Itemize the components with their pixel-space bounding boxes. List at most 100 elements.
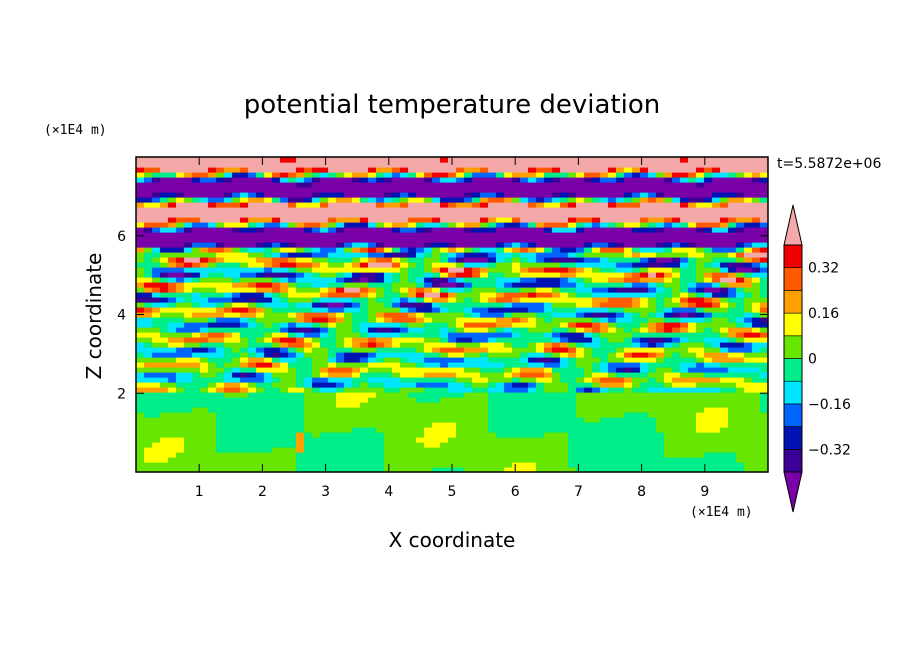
field-cell bbox=[688, 417, 697, 423]
field-cell bbox=[280, 177, 289, 183]
field-cell bbox=[616, 377, 625, 383]
field-cell bbox=[640, 337, 649, 343]
field-cell bbox=[480, 157, 489, 163]
field-cell bbox=[288, 297, 297, 303]
field-cell bbox=[264, 402, 273, 408]
field-cell bbox=[504, 212, 513, 218]
field-cell bbox=[416, 352, 425, 358]
field-cell bbox=[312, 312, 321, 318]
field-cell bbox=[176, 322, 185, 328]
field-cell bbox=[296, 187, 305, 193]
field-cell bbox=[664, 307, 673, 313]
field-cell bbox=[136, 277, 145, 283]
field-cell bbox=[504, 437, 513, 443]
field-cell bbox=[152, 457, 161, 463]
field-cell bbox=[568, 392, 577, 398]
field-cell bbox=[392, 412, 401, 418]
field-cell bbox=[368, 277, 377, 283]
field-cell bbox=[280, 267, 289, 273]
field-cell bbox=[168, 242, 177, 248]
field-cell bbox=[688, 212, 697, 218]
field-cell bbox=[640, 402, 649, 408]
field-cell bbox=[336, 392, 345, 398]
field-cell bbox=[544, 297, 553, 303]
field-cell bbox=[544, 402, 553, 408]
field-cell bbox=[520, 402, 529, 408]
field-cell bbox=[184, 352, 193, 358]
field-cell bbox=[688, 432, 697, 438]
field-cell bbox=[512, 157, 521, 163]
field-cell bbox=[480, 252, 489, 258]
field-cell bbox=[416, 252, 425, 258]
field-cell bbox=[224, 237, 233, 243]
field-cell bbox=[728, 402, 737, 408]
field-cell bbox=[184, 422, 193, 428]
field-cell bbox=[720, 307, 729, 313]
field-cell bbox=[152, 277, 161, 283]
field-cell bbox=[456, 242, 465, 248]
field-cell bbox=[416, 217, 425, 223]
field-cell bbox=[392, 317, 401, 323]
field-cell bbox=[224, 327, 233, 333]
field-cell bbox=[584, 292, 593, 298]
field-cell bbox=[520, 337, 529, 343]
field-cell bbox=[472, 292, 481, 298]
field-cell bbox=[392, 167, 401, 173]
field-cell bbox=[712, 402, 721, 408]
field-cell bbox=[560, 207, 569, 213]
field-cell bbox=[224, 192, 233, 198]
field-cell bbox=[200, 207, 209, 213]
field-cell bbox=[288, 392, 297, 398]
field-cell bbox=[536, 247, 545, 253]
field-cell bbox=[640, 377, 649, 383]
field-cell bbox=[680, 447, 689, 453]
field-cell bbox=[304, 242, 313, 248]
field-cell bbox=[752, 242, 761, 248]
field-cell bbox=[464, 322, 473, 328]
field-cell bbox=[528, 212, 537, 218]
field-cell bbox=[680, 242, 689, 248]
field-cell bbox=[664, 442, 673, 448]
field-cell bbox=[176, 442, 185, 448]
field-cell bbox=[712, 292, 721, 298]
field-cell bbox=[144, 232, 153, 238]
field-cell bbox=[552, 447, 561, 453]
field-cell bbox=[640, 297, 649, 303]
field-cell bbox=[304, 157, 313, 163]
field-cell bbox=[296, 202, 305, 208]
field-cell bbox=[704, 337, 713, 343]
field-cell bbox=[592, 307, 601, 313]
field-cell bbox=[184, 427, 193, 433]
field-cell bbox=[728, 337, 737, 343]
field-cell bbox=[328, 237, 337, 243]
field-cell bbox=[672, 377, 681, 383]
field-cell bbox=[456, 212, 465, 218]
field-cell bbox=[352, 467, 361, 472]
field-cell bbox=[552, 242, 561, 248]
field-cell bbox=[512, 272, 521, 278]
field-cell bbox=[296, 442, 305, 448]
field-cell bbox=[304, 287, 313, 293]
field-cell bbox=[744, 277, 753, 283]
field-cell bbox=[440, 212, 449, 218]
field-cell bbox=[208, 247, 217, 253]
field-cell bbox=[136, 252, 145, 258]
field-cell bbox=[544, 227, 553, 233]
field-cell bbox=[144, 262, 153, 268]
field-cell bbox=[344, 372, 353, 378]
field-cell bbox=[216, 312, 225, 318]
field-cell bbox=[376, 317, 385, 323]
field-cell bbox=[680, 462, 689, 468]
field-cell bbox=[304, 372, 313, 378]
field-cell bbox=[360, 407, 369, 413]
field-cell bbox=[536, 412, 545, 418]
field-cell bbox=[624, 462, 633, 468]
field-cell bbox=[184, 307, 193, 313]
field-cell bbox=[512, 232, 521, 238]
field-cell bbox=[736, 292, 745, 298]
field-cell bbox=[344, 447, 353, 453]
field-cell bbox=[224, 432, 233, 438]
field-cell bbox=[688, 342, 697, 348]
field-cell bbox=[616, 312, 625, 318]
field-cell bbox=[536, 322, 545, 328]
